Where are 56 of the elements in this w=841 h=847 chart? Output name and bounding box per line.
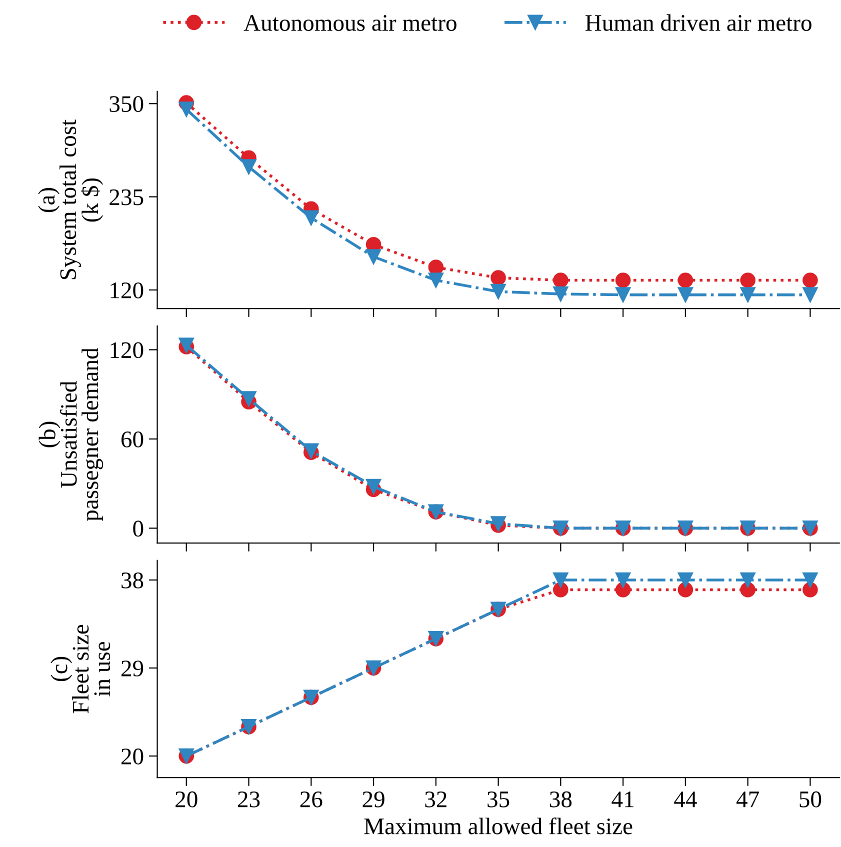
point — [802, 572, 818, 588]
point — [740, 582, 756, 598]
legend-label: Human driven air metro — [585, 14, 812, 31]
y-tick-label: 0 — [133, 520, 144, 537]
y-tick-label: 235 — [110, 189, 144, 206]
point — [802, 582, 818, 598]
point — [428, 260, 444, 275]
point — [490, 284, 506, 300]
point — [615, 287, 631, 302]
y-tick-label: 29 — [122, 660, 144, 676]
point — [553, 286, 568, 302]
y-tick-label: 38 — [122, 572, 144, 588]
x-tick-label: 38 — [550, 791, 572, 808]
x-tick-label: 23 — [238, 791, 260, 808]
x-tick-label: 32 — [425, 791, 446, 808]
point — [740, 287, 756, 302]
y-tick-label: 350 — [110, 96, 144, 112]
point — [802, 287, 818, 302]
point — [178, 102, 194, 117]
x-axis-title: Maximum allowed fleet size — [364, 817, 632, 834]
y-tick-label: 120 — [110, 282, 144, 298]
point — [490, 270, 506, 286]
y-axis-title: (b) Unsatisfied passegner demand — [38, 348, 104, 522]
point — [740, 272, 756, 288]
point — [553, 272, 568, 288]
x-tick-label: 26 — [300, 791, 322, 808]
x-tick-label: 41 — [612, 792, 634, 808]
legend-label: Autonomous air metro — [244, 15, 456, 31]
point — [615, 582, 631, 598]
point — [678, 272, 694, 288]
point — [678, 582, 694, 598]
point — [366, 249, 382, 264]
x-tick-label: 29 — [362, 791, 384, 808]
y-tick-label: 60 — [121, 431, 144, 448]
point — [740, 572, 756, 588]
y-tick-label: 120 — [110, 342, 144, 358]
y-axis-title: (c) Fleet size in use — [50, 624, 110, 714]
y-tick-label: 20 — [122, 748, 144, 764]
y-axis-title: (a) System total cost (k $) — [38, 120, 104, 280]
point — [802, 272, 818, 288]
x-tick-label: 47 — [736, 792, 759, 808]
point — [366, 478, 382, 494]
point — [428, 272, 444, 288]
point — [615, 572, 631, 588]
x-tick-label: 44 — [674, 792, 697, 808]
point — [304, 210, 319, 226]
point — [553, 582, 568, 598]
point — [678, 572, 694, 588]
point — [241, 159, 256, 174]
point — [241, 391, 256, 406]
x-tick-label: 35 — [488, 791, 510, 808]
point — [553, 572, 568, 588]
point — [678, 287, 694, 302]
x-tick-label: 50 — [800, 791, 822, 808]
point — [615, 272, 631, 288]
x-tick-label: 20 — [176, 791, 198, 808]
